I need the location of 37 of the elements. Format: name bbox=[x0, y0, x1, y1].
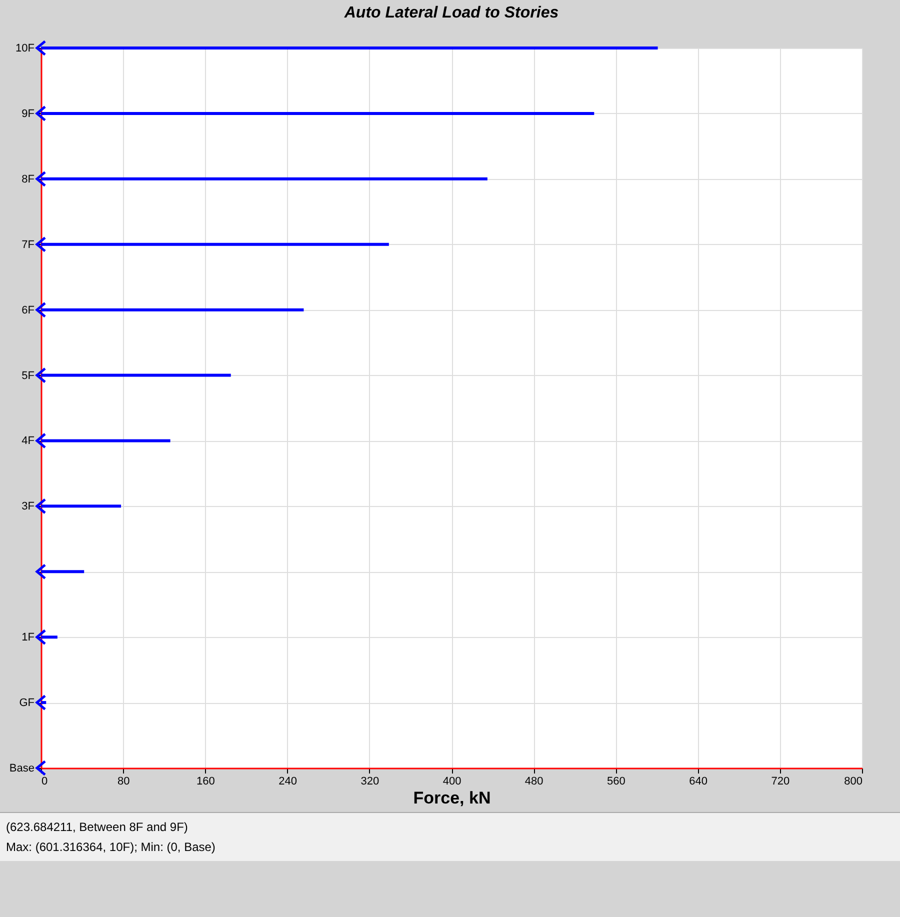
y-tick-label: 3F bbox=[22, 500, 35, 513]
y-tick-label: 5F bbox=[22, 370, 35, 382]
bar bbox=[41, 112, 594, 115]
y-tick-label: 7F bbox=[22, 238, 35, 251]
y-tick-label: 9F bbox=[22, 108, 35, 120]
x-tick-label: 560 bbox=[607, 776, 626, 788]
x-tick-label: 320 bbox=[360, 776, 380, 788]
y-tick-label: 1F bbox=[22, 632, 35, 644]
bar bbox=[41, 46, 658, 50]
x-tick-label: 800 bbox=[844, 776, 862, 788]
y-tick-label: Base bbox=[9, 762, 34, 774]
x-tick-label: 400 bbox=[442, 776, 462, 788]
bar bbox=[41, 177, 488, 180]
x-tick-label: 240 bbox=[278, 776, 297, 788]
x-axis-title: Force, kN bbox=[413, 788, 491, 808]
bar bbox=[41, 242, 389, 246]
y-tick-label: 4F bbox=[22, 435, 35, 448]
bar bbox=[41, 374, 231, 377]
bar bbox=[41, 636, 58, 639]
x-tick-label: 160 bbox=[196, 776, 215, 788]
text: Max: (601.316364, 10F); Min: (0, Base) bbox=[6, 839, 216, 856]
bar bbox=[41, 701, 46, 704]
y-tick-label: 8F bbox=[22, 173, 35, 186]
chart-title: Auto Lateral Load to Stories bbox=[343, 4, 559, 22]
x-tick-label: 480 bbox=[524, 776, 544, 788]
y-tick-label: 10F bbox=[16, 42, 35, 54]
text: (623.684211, Between 8F and 9F) bbox=[6, 819, 189, 836]
x-tick-label: 640 bbox=[689, 776, 708, 788]
y-tick-label: 6F bbox=[22, 304, 35, 316]
bar bbox=[41, 570, 84, 574]
x-tick-label: 0 bbox=[42, 776, 48, 788]
y-tick-label: GF bbox=[19, 697, 35, 710]
x-tick-label: 720 bbox=[771, 776, 790, 788]
bar bbox=[41, 504, 122, 508]
bar bbox=[41, 308, 304, 312]
bar bbox=[41, 439, 170, 442]
x-tick-label: 80 bbox=[117, 776, 130, 788]
